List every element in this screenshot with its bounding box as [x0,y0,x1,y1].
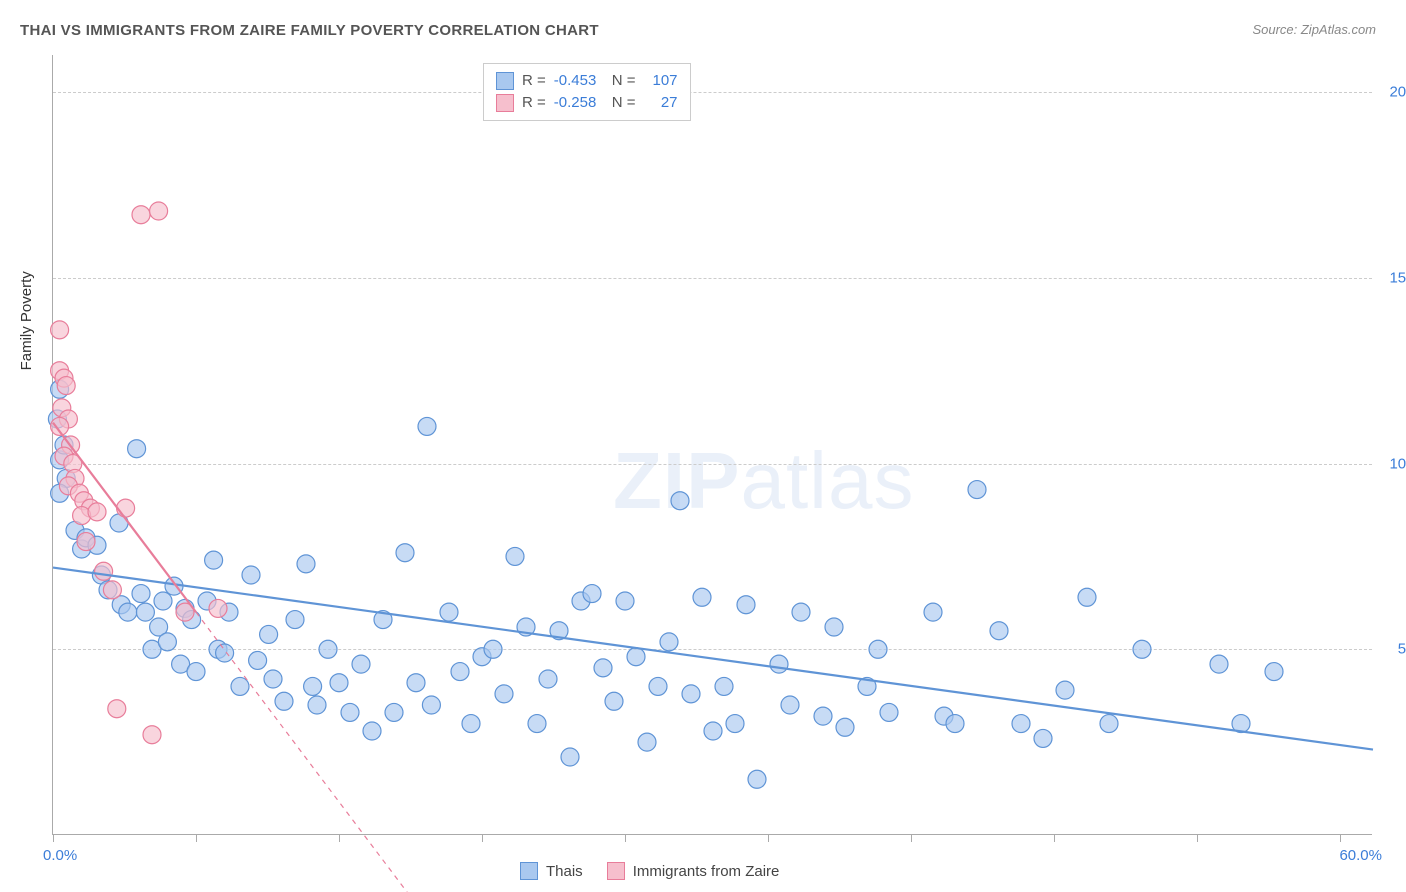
legend-item: Immigrants from Zaire [607,862,780,880]
x-tick [339,834,340,842]
x-tick [625,834,626,842]
legend-label: Immigrants from Zaire [633,863,780,880]
x-tick [1340,834,1341,842]
n-value: 107 [644,70,678,92]
x-tick [1054,834,1055,842]
y-tick-label: 5.0% [1398,641,1406,658]
scatter-svg [53,55,1372,834]
x-label-max: 60.0% [1339,847,1382,864]
chart-title: THAI VS IMMIGRANTS FROM ZAIRE FAMILY POV… [20,22,599,39]
x-tick [53,834,54,842]
bottom-legend: Thais Immigrants from Zaire [520,862,779,880]
stat-legend: R = -0.453 N = 107 R = -0.258 N = 27 [483,63,691,121]
r-label: R = [522,70,546,92]
plot-area: ZIPatlas 5.0%10.0%15.0%20.0% R =-0.453N … [52,55,1372,835]
stat-legend-row: R = -0.453 N = 107 [496,70,678,92]
stat-legend-row: R = -0.258 N = 27 [496,92,678,114]
y-axis-label: Family Poverty [18,271,35,370]
x-tick [768,834,769,842]
r-label: R = [522,92,546,114]
n-value: 27 [644,92,678,114]
x-tick [482,834,483,842]
legend-label: Thais [546,863,583,880]
legend-swatch [496,72,514,90]
source-label: Source: ZipAtlas.com [1252,22,1376,37]
x-tick [1197,834,1198,842]
r-value: -0.453 [554,70,604,92]
y-tick-label: 20.0% [1389,84,1406,101]
legend-swatch [520,862,538,880]
legend-swatch [496,94,514,112]
x-tick [196,834,197,842]
n-label: N = [612,70,636,92]
y-tick-label: 10.0% [1389,455,1406,472]
y-tick-label: 15.0% [1389,269,1406,286]
legend-swatch [607,862,625,880]
n-label: N = [612,92,636,114]
r-value: -0.258 [554,92,604,114]
x-tick [911,834,912,842]
x-label-min: 0.0% [43,847,77,864]
legend-item: Thais [520,862,583,880]
